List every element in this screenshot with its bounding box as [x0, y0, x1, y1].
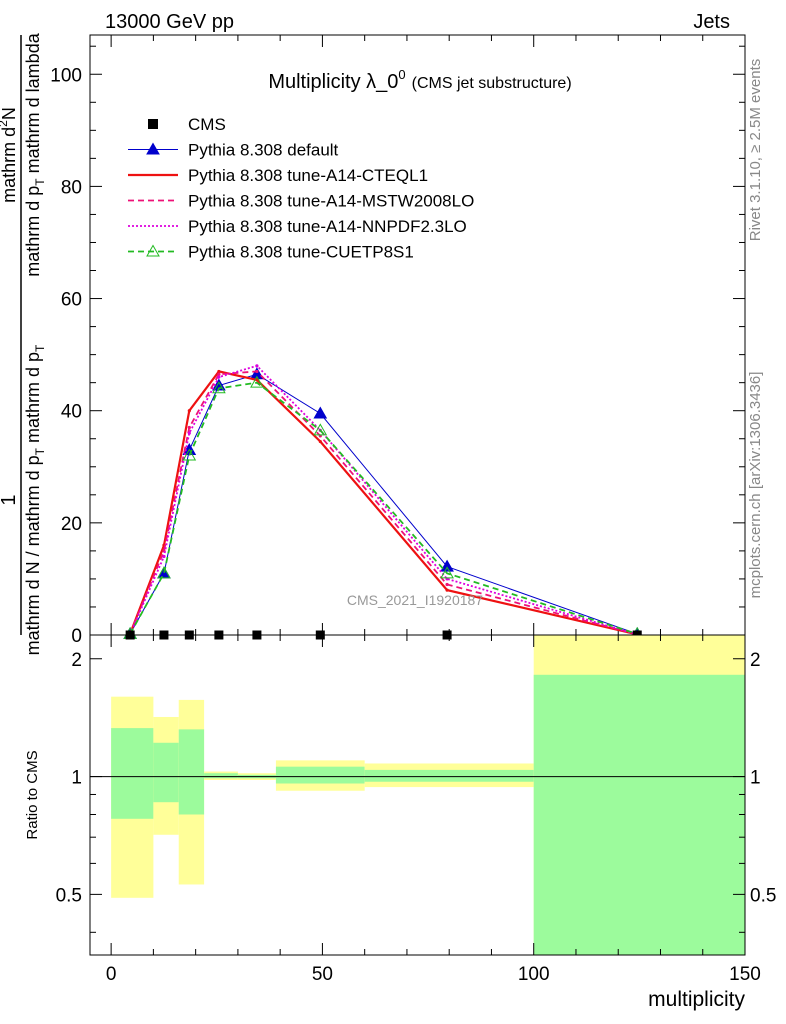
ratio-ytick-label: 1 [71, 768, 82, 789]
ratio-band-green [533, 674, 745, 955]
ratio-ytick-label-right: 0.5 [750, 885, 776, 906]
main-ylabel: 1 mathrm d N / mathrm d pT mathrm d pT m… [0, 32, 47, 655]
plot-title: Multiplicity λ_00(CMS jet substructure) [268, 67, 571, 93]
ratio-ytick-label-right: 1 [750, 768, 761, 789]
series-point [217, 372, 221, 376]
series-point [255, 364, 259, 368]
ratio-ytick-label-right: 2 [750, 650, 761, 671]
ratio-plot-frame [89, 634, 746, 956]
rivet-version-label: Rivet 3.1.10, ≥ 2.5M events [747, 59, 764, 242]
legend-marker-5 [146, 244, 160, 257]
legend-label-cms: CMS [188, 115, 226, 134]
series-point [182, 448, 197, 461]
series-point [313, 406, 328, 419]
series-point [440, 559, 454, 572]
ratio-band-green [178, 729, 205, 815]
series-point [445, 582, 449, 587]
legend-marker-cms [148, 119, 158, 129]
ylabel-first-denominator: mathrm d N / mathrm d pT mathrm d pT [23, 344, 47, 655]
ylabel-second-denominator: mathrm d pT mathrm d lambda [23, 32, 47, 276]
series-point [187, 409, 191, 413]
series-point [162, 554, 166, 559]
main-ytick-label: 80 [61, 177, 82, 198]
ratio-xtick-label: 100 [518, 964, 550, 985]
main-axis-ticks: 0 20 40 60 80 100 [50, 35, 746, 647]
main-ytick-label: 0 [71, 626, 82, 647]
series-line-5 [129, 381, 638, 635]
series-point [318, 439, 322, 444]
ratio-band-green [111, 728, 154, 819]
legend-label-3: Pythia 8.308 tune-A14-MSTW2008LO [188, 192, 474, 211]
ratio-band-green [153, 742, 179, 803]
ratio-band-green [364, 769, 534, 782]
ratio-ylabel: Ratio to CMS [24, 750, 41, 839]
main-ytick-label: 20 [61, 514, 82, 535]
series-point [157, 566, 171, 579]
legend-label-4: Pythia 8.308 tune-A14-NNPDF2.3LO [188, 217, 467, 236]
series-point [440, 566, 454, 579]
ratio-bands [90, 635, 745, 955]
series-point [212, 381, 226, 394]
xaxis-label: multiplicity [648, 988, 745, 1011]
header-jets-label: Jets [693, 11, 730, 33]
series-line-3 [129, 370, 638, 636]
mcplots-reference-label: mcplots.cern.ch [arXiv:1306.3436] [747, 372, 764, 599]
series-line-2 [129, 370, 638, 636]
ratio-plot: 0.5 0.5 1 1 2 2 0 50 100 150 Ratio to CMS multipl… [24, 634, 776, 1011]
main-ytick-label: 100 [50, 65, 82, 86]
header-energy-label: 13000 GeV pp [105, 11, 234, 33]
ratio-ytick-label: 0.5 [56, 885, 82, 906]
main-plot: 0 20 40 60 80 100 CMS_2021_I1920187 Multiplic… [50, 34, 746, 647]
ylabel-one: 1 [0, 494, 20, 505]
series-point [313, 423, 328, 436]
ratio-xtick-label: 50 [312, 964, 333, 985]
legend-label-1: Pythia 8.308 default [188, 141, 339, 160]
ratio-xtick-label: 150 [729, 964, 761, 985]
legend-label-5: Pythia 8.308 tune-CUETP8S1 [188, 243, 414, 262]
legend-label-2: Pythia 8.308 tune-A14-CTEQL1 [188, 166, 428, 185]
series-point [255, 369, 259, 374]
ratio-xtick-label: 0 [106, 964, 117, 985]
series-point [445, 588, 449, 592]
ylabel-second-numerator: mathrm d2N [0, 107, 19, 203]
legend: CMS Pythia 8.308 default Pythia 8.308 tune… [128, 115, 474, 262]
main-curves [123, 364, 645, 640]
ratio-band-green [204, 773, 238, 779]
ratio-ytick-label: 2 [71, 650, 82, 671]
main-ytick-label: 40 [61, 402, 82, 423]
main-ytick-label: 60 [61, 290, 82, 311]
series-point [187, 431, 191, 435]
ratio-axis-ticks: 0.5 0.5 1 1 2 2 0 50 100 150 [56, 635, 776, 985]
watermark-label: CMS_2021_I1920187 [347, 592, 483, 608]
series-point [217, 375, 221, 379]
ratio-band-green [275, 766, 365, 784]
legend-marker-1 [146, 142, 160, 155]
series-point [217, 369, 221, 374]
series-line-4 [129, 364, 638, 636]
series-point [187, 425, 191, 430]
series-point [250, 375, 264, 388]
